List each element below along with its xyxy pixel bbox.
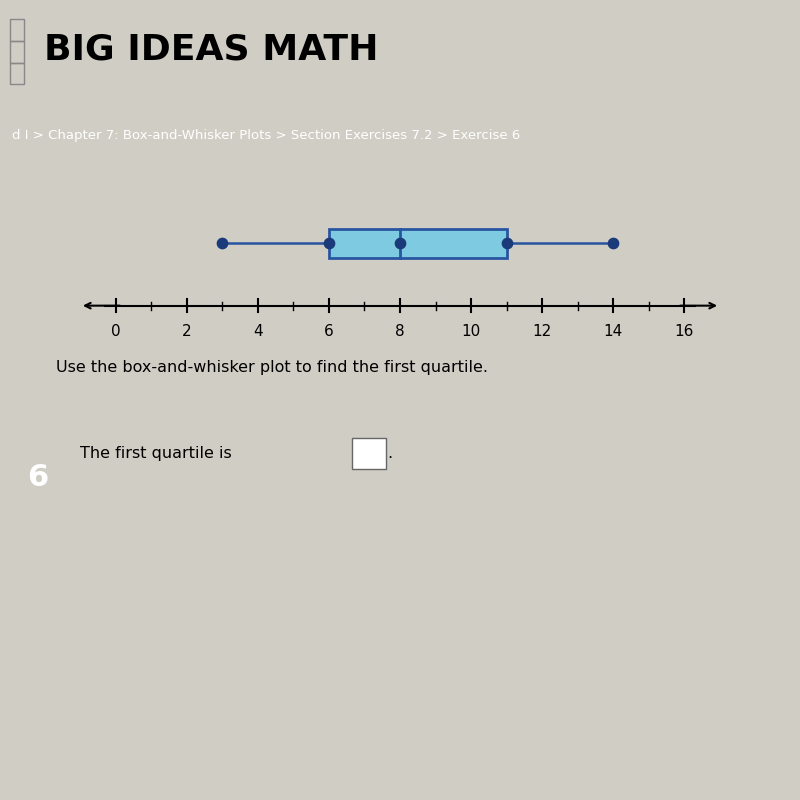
Bar — [10, 41, 24, 62]
Text: 8: 8 — [395, 324, 405, 339]
Text: 3: 3 — [364, 446, 374, 461]
Text: 16: 16 — [674, 324, 694, 339]
Text: The first quartile is: The first quartile is — [80, 446, 237, 461]
FancyBboxPatch shape — [352, 438, 386, 469]
Bar — [10, 62, 24, 84]
Bar — [329, 229, 506, 258]
Text: 6: 6 — [27, 463, 49, 493]
Text: 6: 6 — [324, 324, 334, 339]
Point — [394, 237, 406, 250]
Text: 14: 14 — [604, 324, 623, 339]
Text: 10: 10 — [462, 324, 481, 339]
Point — [607, 237, 620, 250]
Point — [500, 237, 513, 250]
Bar — [10, 19, 24, 41]
Text: 0: 0 — [110, 324, 120, 339]
Text: BIG IDEAS MATH: BIG IDEAS MATH — [44, 33, 378, 66]
Point — [216, 237, 229, 250]
Text: d I > Chapter 7: Box-and-Whisker Plots > Section Exercises 7.2 > Exercise 6: d I > Chapter 7: Box-and-Whisker Plots >… — [12, 130, 520, 142]
Text: 4: 4 — [253, 324, 262, 339]
Point — [322, 237, 335, 250]
Text: 12: 12 — [533, 324, 552, 339]
Text: 2: 2 — [182, 324, 191, 339]
Text: .: . — [387, 446, 392, 461]
Text: Use the box-and-whisker plot to find the first quartile.: Use the box-and-whisker plot to find the… — [56, 360, 488, 375]
